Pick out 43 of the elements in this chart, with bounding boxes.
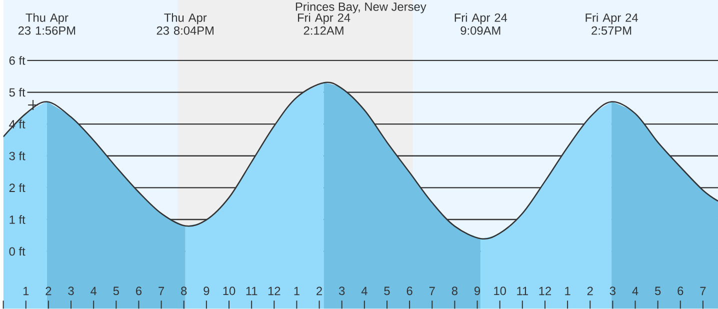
x-tick-label: 11 [517, 286, 528, 296]
x-tick-label: 7 [158, 286, 164, 296]
x-tick-label: 8 [181, 286, 187, 296]
x-tick-label: 4 [632, 286, 638, 296]
x-tick-label: 10 [494, 286, 506, 296]
x-tick-label: 7 [700, 286, 706, 296]
y-tick-label: 3 ft [9, 151, 26, 160]
chart-title: Princes Bay, New Jersey [296, 2, 426, 14]
x-tick-label: 2 [316, 286, 322, 296]
x-tick-label: 3 [68, 286, 74, 296]
x-tick-label: 1 [23, 286, 29, 296]
x-tick-label: 2 [46, 286, 52, 296]
x-tick-label: 4 [90, 286, 97, 296]
x-tick-label: 5 [113, 286, 119, 296]
annotation: Fri Apr 24 9:09AM [454, 13, 508, 35]
annotation: Thu Apr 23 1:56PM [18, 13, 76, 35]
x-tick-label: 1 [565, 286, 570, 296]
y-tick-label: 2 ft [9, 183, 26, 192]
x-tick-label: 5 [654, 286, 661, 296]
x-tick-label: 3 [610, 286, 616, 296]
x-tick-label: 1 [294, 286, 300, 296]
x-tick-label: 7 [429, 286, 435, 296]
x-tick-label: 10 [223, 286, 236, 296]
x-tick-label: 5 [384, 286, 390, 296]
x-tick-label: 6 [136, 286, 142, 296]
x-tick-label: 9 [474, 286, 480, 296]
x-tick-label: 12 [268, 286, 280, 296]
y-tick-label: 6 ft [9, 56, 26, 65]
annotation: Fri Apr 24 2:12AM [298, 13, 350, 35]
x-tick-label: 11 [246, 286, 258, 296]
y-tick-label: 1 ft [10, 215, 26, 224]
x-tick-label: 8 [452, 286, 458, 296]
x-tick-label: 3 [338, 286, 345, 296]
x-tick-label: 2 [587, 286, 593, 296]
annotation: Thu Apr 23 8:04PM [156, 13, 214, 35]
x-tick-label: 9 [204, 286, 210, 296]
annotation: Fri Apr 24 2:57PM [586, 13, 638, 35]
y-tick-label: 5 ft [9, 88, 26, 97]
x-tick-label: 12 [539, 286, 551, 296]
x-tick-label: 4 [361, 286, 368, 296]
y-tick-label: 0 ft [9, 246, 26, 256]
x-tick-label: 6 [406, 286, 412, 296]
x-tick-label: 6 [678, 286, 684, 296]
